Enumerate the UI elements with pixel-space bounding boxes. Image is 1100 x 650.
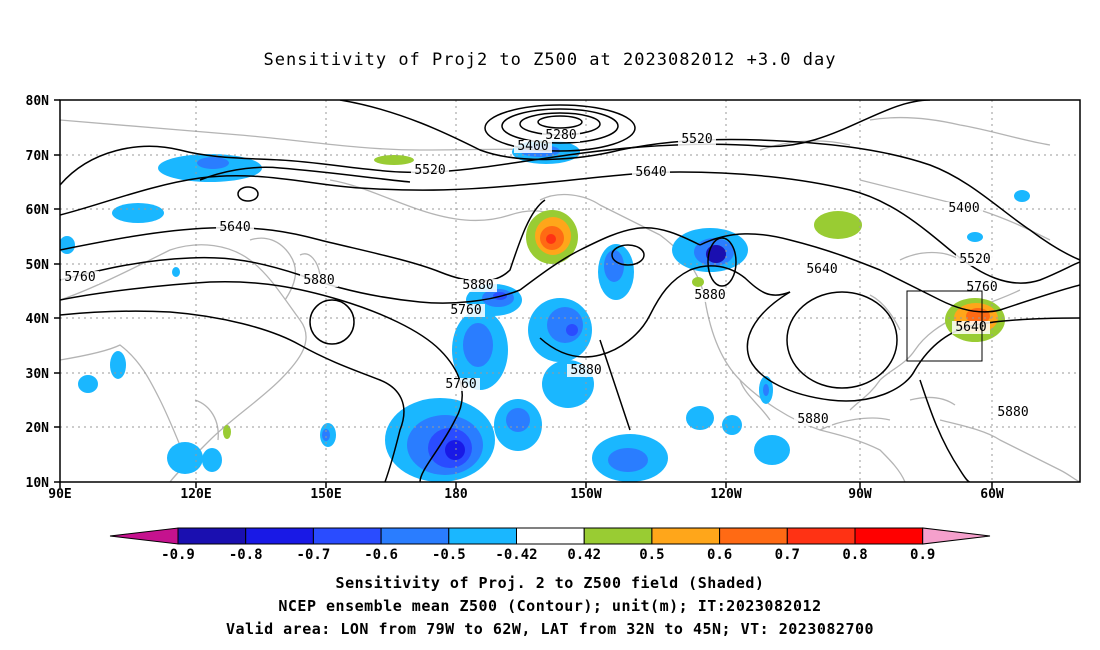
- colorbar-segment: [516, 527, 585, 545]
- lat-label: 40N: [26, 312, 50, 327]
- contour-label-background: [442, 378, 480, 391]
- contour-label: 5880: [694, 288, 725, 303]
- colorbar-label: -0.6: [364, 547, 398, 563]
- colorbar-segment: [177, 527, 247, 545]
- contour-label: 5880: [797, 412, 828, 427]
- contour-label-background: [447, 304, 485, 317]
- contour-label: 5880: [570, 363, 601, 378]
- contour-label: 5640: [635, 165, 666, 180]
- contour-label: 5640: [219, 220, 250, 235]
- colorbar-segment: [583, 527, 653, 545]
- contour-label-background: [542, 129, 580, 142]
- colorbar-segment: [245, 527, 314, 545]
- lat-label: 10N: [26, 476, 50, 491]
- colorbar-segment: [786, 527, 856, 545]
- colorbar-label: -0.8: [229, 547, 263, 563]
- contour-label-background: [803, 263, 841, 276]
- lon-label: 90W: [848, 487, 872, 502]
- lat-label: 70N: [26, 149, 50, 164]
- sensitivity-shading: [60, 140, 1030, 482]
- colorbar-label: 0.42: [567, 547, 601, 563]
- colorbar-label: 0.8: [842, 547, 867, 563]
- colorbar-label: -0.9: [161, 547, 195, 563]
- colorbar-label: 0.6: [707, 547, 732, 563]
- contour-label: 5520: [959, 252, 990, 267]
- contour-label: 5760: [450, 303, 481, 318]
- contour-label-background: [61, 271, 99, 284]
- colorbar-segment: [448, 527, 517, 545]
- lon-label: 90E: [48, 487, 71, 502]
- colorbar-label: 0.9: [910, 547, 935, 563]
- colorbar-label: -0.5: [432, 547, 466, 563]
- lat-label: 30N: [26, 367, 50, 382]
- colorbar-arrow-high: [922, 527, 991, 545]
- colorbar-segment: [651, 527, 721, 545]
- contour-label-background: [994, 406, 1032, 419]
- map-title: Sensitivity of Proj2 to Z500 at 20230820…: [263, 50, 837, 70]
- lat-labels: 80N 70N 60N 50N 40N 30N 20N 10N: [26, 94, 50, 491]
- lon-label: 120E: [180, 487, 211, 502]
- contour-label-background: [956, 253, 994, 266]
- colorbar-label: 0.7: [775, 547, 800, 563]
- contour-label: 5760: [64, 270, 95, 285]
- contour-label-background: [945, 202, 983, 215]
- lat-label: 60N: [26, 203, 50, 218]
- contour-label: 5640: [955, 320, 986, 335]
- z500-contours: [60, 100, 1080, 482]
- contour-label: 5400: [517, 139, 548, 154]
- contour-label-background: [514, 140, 552, 153]
- contour-label-background: [300, 274, 338, 287]
- colorbar-segment: [380, 527, 450, 545]
- contour-label: 5760: [445, 377, 476, 392]
- contour-label: 5280: [545, 128, 576, 143]
- valid-area-box: [906, 290, 983, 362]
- lat-label: 50N: [26, 258, 50, 273]
- map-frame: [59, 99, 1081, 483]
- caption-line-1: Sensitivity of Proj. 2 to Z500 field (Sh…: [335, 574, 765, 592]
- contour-label-background: [678, 133, 716, 146]
- lat-label: 80N: [26, 94, 50, 109]
- contour-label-background: [952, 321, 990, 334]
- contour-label: 5520: [414, 163, 445, 178]
- lon-label: 150E: [310, 487, 341, 502]
- contour-label-background: [567, 364, 605, 377]
- contour-label-background: [632, 166, 670, 179]
- contour-label: 5880: [462, 278, 493, 293]
- lat-label: 20N: [26, 421, 50, 436]
- contour-label: 5400: [948, 201, 979, 216]
- lon-axis: [59, 482, 993, 488]
- contour-label: 5880: [303, 273, 334, 288]
- contour-label-background: [216, 221, 254, 234]
- lon-label: 60W: [980, 487, 1004, 502]
- contour-label: 5640: [806, 262, 837, 277]
- lon-label: 150W: [570, 487, 601, 502]
- contour-label: 5880: [997, 405, 1028, 420]
- contour-label-background: [794, 413, 832, 426]
- contour-label-background: [459, 279, 497, 292]
- contour-label-background: [691, 289, 729, 302]
- colorbar-segment: [854, 527, 924, 545]
- colorbar-arrow-low: [109, 527, 179, 545]
- colorbar-label: -0.7: [297, 547, 331, 563]
- colorbar-segment: [312, 527, 382, 545]
- colorbar-segment: [719, 527, 788, 545]
- lat-axis: [54, 99, 60, 483]
- lon-label: 120W: [710, 487, 741, 502]
- lon-labels: 90E 120E 150E 180 150W 120W 90W 60W: [48, 487, 1004, 502]
- colorbar-label: 0.5: [639, 547, 664, 563]
- colorbar: -0.9 -0.8 -0.7 -0.6 -0.5 -0.42 0.42 0.5 0.6 0.7 0.…: [109, 527, 991, 563]
- contour-label-background: [411, 164, 449, 177]
- lon-label: 180: [444, 487, 468, 502]
- contour-label: 5520: [681, 132, 712, 147]
- colorbar-label: -0.42: [495, 547, 537, 563]
- caption-line-2: NCEP ensemble mean Z500 (Contour); unit(…: [278, 597, 822, 615]
- caption-line-3: Valid area: LON from 79W to 62W, LAT fro…: [225, 620, 875, 638]
